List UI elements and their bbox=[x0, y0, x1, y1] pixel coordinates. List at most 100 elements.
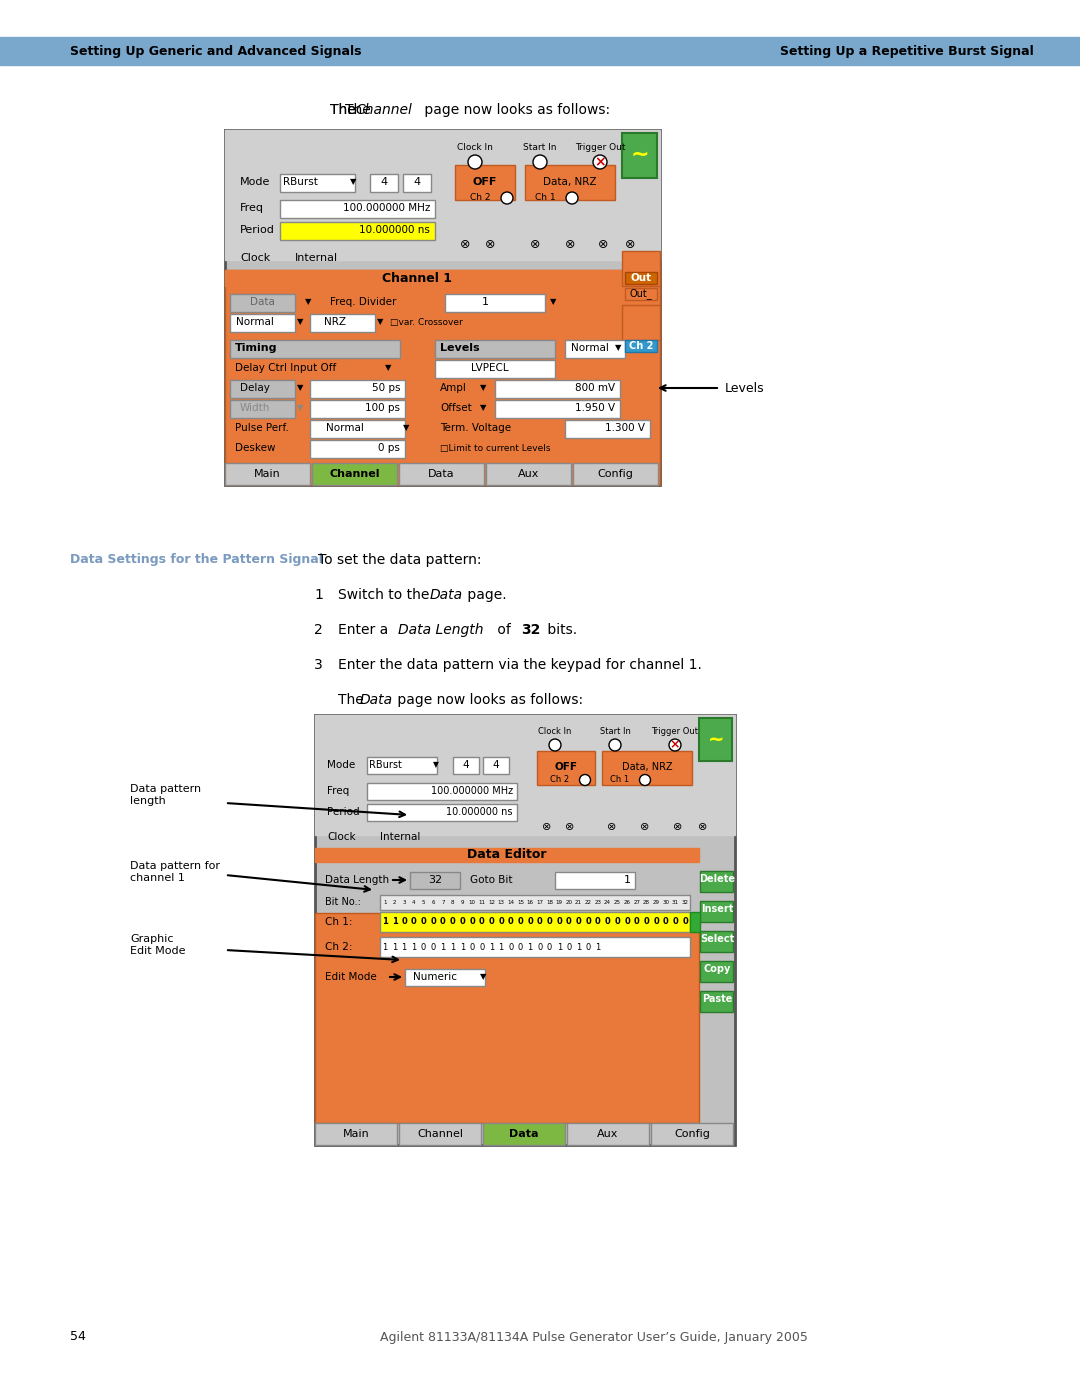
Bar bbox=[445, 293, 545, 312]
Text: Agilent 81133A/81134A Pulse Generator User’s Guide, January 2005: Agilent 81133A/81134A Pulse Generator Us… bbox=[380, 1330, 808, 1344]
Text: 1: 1 bbox=[576, 943, 581, 951]
Text: 0: 0 bbox=[478, 918, 485, 926]
Text: Period: Period bbox=[240, 225, 275, 235]
Text: 20: 20 bbox=[565, 900, 572, 904]
Bar bbox=[700, 961, 733, 982]
Text: Levels: Levels bbox=[440, 344, 480, 353]
Bar bbox=[625, 272, 657, 284]
Text: 1: 1 bbox=[392, 918, 397, 926]
Circle shape bbox=[501, 191, 513, 204]
Text: Bit No.:: Bit No.: bbox=[325, 897, 361, 907]
Text: 32: 32 bbox=[521, 623, 540, 637]
Text: ~: ~ bbox=[631, 145, 649, 165]
Bar bbox=[435, 360, 555, 379]
Text: 1: 1 bbox=[499, 943, 503, 951]
Bar bbox=[230, 380, 295, 398]
Text: ⊗: ⊗ bbox=[530, 239, 540, 251]
Text: Offset: Offset bbox=[440, 402, 472, 414]
Text: Data: Data bbox=[510, 1129, 539, 1139]
Text: 23: 23 bbox=[594, 900, 602, 904]
Bar bbox=[380, 895, 690, 909]
Text: The: The bbox=[345, 103, 375, 117]
Text: 0: 0 bbox=[498, 918, 504, 926]
Text: 13: 13 bbox=[498, 900, 504, 904]
Text: 10.000000 ns: 10.000000 ns bbox=[446, 807, 513, 817]
Bar bbox=[699, 718, 732, 761]
Text: ▼: ▼ bbox=[480, 404, 486, 412]
Text: ⊗: ⊗ bbox=[565, 239, 576, 251]
Text: 0: 0 bbox=[605, 918, 610, 926]
Text: 0: 0 bbox=[411, 918, 417, 926]
Text: bits.: bits. bbox=[543, 623, 577, 637]
Circle shape bbox=[593, 155, 607, 169]
Circle shape bbox=[549, 739, 561, 752]
Text: 16: 16 bbox=[527, 900, 534, 904]
Text: 3: 3 bbox=[314, 658, 323, 672]
Text: 0: 0 bbox=[546, 918, 552, 926]
Text: ⊗: ⊗ bbox=[640, 821, 650, 833]
Text: 6: 6 bbox=[432, 900, 435, 904]
Text: 14: 14 bbox=[508, 900, 514, 904]
Text: 17: 17 bbox=[537, 900, 543, 904]
Text: 0: 0 bbox=[673, 918, 678, 926]
Bar bbox=[280, 175, 355, 191]
Bar bbox=[555, 872, 635, 888]
Bar bbox=[690, 912, 700, 932]
Text: Ch 2: Ch 2 bbox=[551, 775, 569, 785]
Text: 1: 1 bbox=[382, 918, 388, 926]
Text: 1.950 V: 1.950 V bbox=[575, 402, 615, 414]
Text: Width: Width bbox=[240, 402, 270, 414]
Text: 0: 0 bbox=[683, 918, 688, 926]
Text: ⊗: ⊗ bbox=[699, 821, 707, 833]
Text: 0: 0 bbox=[585, 943, 591, 951]
Text: ▼: ▼ bbox=[384, 363, 391, 373]
Text: 0: 0 bbox=[459, 918, 465, 926]
Text: 0: 0 bbox=[508, 918, 514, 926]
Bar bbox=[622, 251, 660, 286]
Text: 7: 7 bbox=[441, 900, 445, 904]
Text: Main: Main bbox=[254, 469, 281, 479]
Text: 0: 0 bbox=[546, 943, 552, 951]
Bar bbox=[435, 339, 555, 358]
Text: 1: 1 bbox=[402, 943, 407, 951]
Text: 28: 28 bbox=[643, 900, 650, 904]
Text: Clock In: Clock In bbox=[457, 144, 492, 152]
Text: 0: 0 bbox=[440, 918, 446, 926]
Text: 100 ps: 100 ps bbox=[365, 402, 400, 414]
Bar bbox=[486, 462, 571, 485]
Text: ▼: ▼ bbox=[297, 384, 303, 393]
Text: Config: Config bbox=[597, 469, 634, 479]
Text: 0: 0 bbox=[585, 918, 591, 926]
Text: Ch 1: Ch 1 bbox=[610, 775, 630, 785]
Text: 5: 5 bbox=[422, 900, 426, 904]
Text: 0: 0 bbox=[431, 943, 436, 951]
Text: Ch 1: Ch 1 bbox=[535, 194, 555, 203]
Text: 0: 0 bbox=[509, 943, 513, 951]
Text: ▼: ▼ bbox=[615, 344, 621, 352]
Text: 0: 0 bbox=[470, 943, 474, 951]
Text: ▼: ▼ bbox=[297, 404, 303, 412]
Bar bbox=[405, 970, 485, 986]
Text: ▼: ▼ bbox=[305, 298, 311, 306]
Text: Aux: Aux bbox=[597, 1129, 619, 1139]
Text: 4: 4 bbox=[380, 177, 388, 187]
Text: Mode: Mode bbox=[240, 177, 270, 187]
Text: Delay Ctrl Input Off: Delay Ctrl Input Off bbox=[235, 363, 336, 373]
Text: 22: 22 bbox=[584, 900, 592, 904]
Text: RBurst: RBurst bbox=[283, 177, 318, 187]
Text: 32: 32 bbox=[681, 900, 689, 904]
Circle shape bbox=[639, 774, 650, 785]
Text: 4: 4 bbox=[413, 900, 416, 904]
Text: Out_: Out_ bbox=[630, 289, 652, 299]
Text: Switch to the: Switch to the bbox=[338, 588, 434, 602]
Text: 0: 0 bbox=[595, 918, 600, 926]
Text: ⊗: ⊗ bbox=[673, 821, 683, 833]
Bar bbox=[622, 133, 657, 177]
Bar bbox=[310, 380, 405, 398]
Bar bbox=[399, 462, 484, 485]
Text: Start In: Start In bbox=[599, 726, 631, 735]
Text: LVPECL: LVPECL bbox=[471, 363, 509, 373]
Bar bbox=[225, 270, 660, 485]
Text: 0: 0 bbox=[537, 918, 543, 926]
Text: ⊗: ⊗ bbox=[485, 239, 496, 251]
